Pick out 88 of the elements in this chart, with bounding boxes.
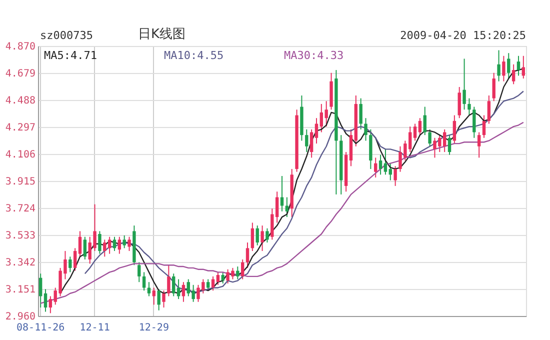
candlestick	[211, 276, 215, 292]
x-tick-label: 12-29	[138, 322, 169, 334]
y-tick-label: 4.488	[5, 96, 36, 106]
candlestick	[314, 118, 318, 144]
candlestick	[260, 225, 264, 252]
text: 2009-04-20 15:20:25	[400, 29, 526, 42]
candlestick	[73, 248, 77, 272]
candlestick	[167, 264, 170, 297]
y-tick-label: 2.960	[5, 312, 36, 322]
y-tick-label: 3.533	[5, 230, 36, 242]
candlestick	[147, 282, 151, 297]
candlestick	[142, 272, 146, 292]
candlestick	[172, 273, 176, 297]
candlestick	[162, 290, 166, 308]
candlestick	[44, 288, 48, 312]
candlestick	[482, 114, 486, 138]
candlestick	[112, 236, 116, 252]
candlestick	[458, 86, 461, 119]
candlestick	[138, 262, 141, 283]
y-tick-label: 3.915	[5, 176, 36, 188]
candlestick	[516, 55, 520, 76]
candlestick	[418, 118, 422, 136]
x-tick-label: 12-11	[80, 322, 110, 334]
candlestick	[502, 55, 506, 82]
y-tick-label: 4.297	[5, 122, 36, 134]
candlestick	[472, 106, 476, 138]
candlestick	[305, 128, 308, 153]
candlestick	[176, 278, 180, 300]
candlestick	[152, 287, 156, 306]
candlestick	[462, 58, 466, 110]
candlestick	[157, 288, 160, 311]
candlestick	[359, 98, 362, 130]
candlestick	[507, 52, 510, 80]
candlestick	[477, 132, 481, 158]
candlestick	[285, 196, 289, 218]
candlestick	[246, 242, 250, 268]
candlestick	[266, 228, 269, 243]
candlestick	[468, 98, 471, 116]
candlestick	[384, 148, 388, 176]
candlestick	[83, 236, 87, 260]
candlestick	[394, 166, 397, 186]
y-tick-label: 4.106	[5, 150, 36, 160]
candlestick	[108, 236, 112, 254]
candlestick	[448, 134, 452, 156]
candlestick	[423, 106, 426, 136]
candlestick	[388, 162, 392, 181]
text: MA5:4.71	[44, 49, 97, 62]
candlestick	[497, 50, 500, 82]
x-tick-label: 08-11-26	[16, 322, 65, 334]
candlestick	[68, 256, 72, 273]
y-tick-label: 3.151	[5, 284, 36, 296]
candlestick	[122, 234, 126, 249]
text: MA10:4.55	[164, 49, 224, 62]
candlestick	[118, 236, 122, 254]
candlestick	[240, 258, 244, 280]
candlestick	[103, 239, 106, 258]
candlestick	[413, 123, 417, 142]
candlestick	[221, 272, 224, 284]
y-tick-label: 3.724	[5, 204, 36, 214]
candlestick	[275, 191, 279, 224]
candlestick	[428, 128, 432, 147]
candlestick	[236, 266, 240, 280]
candlestick	[256, 225, 259, 246]
candlestick	[452, 114, 456, 144]
candlestick	[78, 230, 82, 258]
candlestick	[38, 273, 42, 308]
candlestick	[216, 272, 220, 286]
candlestick	[48, 296, 52, 314]
text: sz000735	[40, 29, 93, 42]
y-tick-label: 4.870	[5, 42, 36, 52]
y-tick-label: 3.342	[5, 258, 36, 268]
candlestick	[98, 230, 102, 254]
candlestick	[206, 278, 210, 292]
candlestick	[487, 94, 491, 124]
chart-title: 日K线图	[138, 27, 186, 42]
candlestick	[270, 208, 274, 240]
candlestick	[182, 282, 186, 302]
candlestick	[522, 55, 526, 80]
candlestick	[378, 154, 382, 176]
text: MA30:4.33	[284, 49, 344, 62]
candlestick	[310, 128, 314, 158]
candlestick	[512, 64, 516, 85]
candlestick	[374, 157, 378, 178]
candlestick	[250, 222, 254, 252]
candlestick	[492, 72, 496, 102]
candlestick	[128, 236, 131, 252]
candlestick	[364, 118, 368, 142]
y-tick-label: 4.679	[5, 68, 36, 80]
